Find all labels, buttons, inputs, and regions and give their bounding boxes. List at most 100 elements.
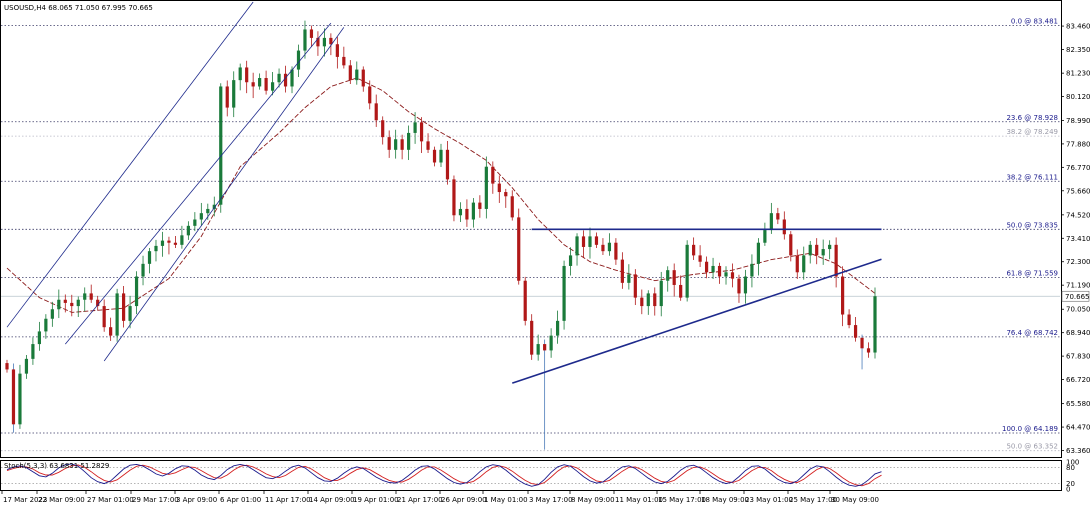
time-tick-label: 23 May 01:00 bbox=[745, 496, 793, 504]
price-tick-label: 72.300 bbox=[1066, 258, 1090, 266]
price-tick-label: 83.460 bbox=[1066, 23, 1090, 31]
candle bbox=[5, 359, 9, 373]
candle bbox=[212, 196, 216, 217]
candle bbox=[646, 290, 650, 315]
candle bbox=[568, 247, 573, 276]
time-tick-label: 21 Apr 17:00 bbox=[397, 496, 443, 504]
candle bbox=[31, 337, 35, 365]
candle bbox=[173, 236, 178, 249]
price-tick-label: 81.230 bbox=[1066, 70, 1090, 78]
candle bbox=[828, 240, 832, 260]
candle bbox=[303, 20, 307, 59]
price-tick-label: 75.660 bbox=[1066, 187, 1090, 195]
candle bbox=[57, 289, 61, 319]
candle bbox=[342, 46, 346, 69]
price-tick-label: 63.360 bbox=[1066, 447, 1090, 455]
candle bbox=[419, 117, 424, 153]
candle bbox=[232, 71, 236, 118]
stoch-signal-line bbox=[6, 464, 882, 487]
candle bbox=[620, 252, 624, 289]
stoch-tick-label: 0 bbox=[1066, 486, 1070, 494]
trend-annotations bbox=[6, 1, 882, 384]
stochastic-label: Stoch(5,3,3) 63.6831 51.2829 bbox=[4, 462, 109, 470]
time-tick-label: 15 May 17:00 bbox=[658, 496, 706, 504]
candle bbox=[692, 237, 696, 260]
candle bbox=[167, 236, 171, 255]
candle bbox=[316, 31, 320, 56]
time-tick-label: 1 May 01:00 bbox=[484, 496, 528, 504]
candle bbox=[471, 198, 475, 228]
candle bbox=[270, 72, 275, 96]
candle bbox=[452, 175, 456, 222]
candle bbox=[795, 249, 799, 279]
stoch-tick-label: 100 bbox=[1066, 459, 1079, 467]
fib-level-label: 76.4 @ 68.742 bbox=[1006, 329, 1058, 337]
fib-level-label: 0.0 @ 83.481 bbox=[1011, 18, 1058, 26]
candle bbox=[109, 317, 113, 341]
time-tick-label: 14 Apr 09:00 bbox=[309, 496, 355, 504]
price-axis: 83.460 82.350 81.230 80.120 78.990 77.880 76.7… bbox=[1061, 23, 1090, 455]
candle bbox=[504, 188, 508, 208]
candle bbox=[633, 269, 637, 306]
candle bbox=[18, 364, 22, 429]
price-tick-label: 78.990 bbox=[1066, 117, 1090, 125]
candle bbox=[698, 245, 702, 268]
price-tick-label: 71.190 bbox=[1066, 282, 1090, 290]
candle bbox=[821, 239, 825, 265]
candle bbox=[782, 211, 786, 240]
candle bbox=[83, 287, 87, 312]
candle bbox=[322, 28, 327, 57]
candle bbox=[283, 65, 288, 93]
candle bbox=[329, 33, 333, 56]
candle bbox=[517, 208, 521, 285]
candle bbox=[581, 230, 586, 258]
time-tick-label: 11 Apr 17:00 bbox=[265, 496, 311, 504]
candle bbox=[510, 190, 514, 221]
candle bbox=[523, 276, 527, 326]
time-tick-label: 29 Mar 17:00 bbox=[132, 496, 179, 504]
candle bbox=[536, 334, 540, 361]
channel-lower-line bbox=[103, 27, 345, 362]
time-tick-label: 6 Apr 01:00 bbox=[220, 496, 261, 504]
stochastic-pane-frame bbox=[0, 460, 1062, 491]
candle bbox=[465, 199, 469, 227]
channel-middle-line bbox=[64, 22, 332, 345]
candle bbox=[439, 143, 443, 168]
candle bbox=[834, 237, 838, 288]
candle bbox=[44, 314, 48, 339]
candle bbox=[102, 299, 106, 332]
current-price-tag bbox=[1061, 290, 1090, 302]
candle bbox=[860, 334, 864, 370]
candle bbox=[335, 36, 339, 69]
price-tick-label: 77.880 bbox=[1066, 140, 1090, 148]
stoch-main-line bbox=[6, 463, 882, 487]
candle bbox=[815, 238, 819, 265]
candle bbox=[627, 264, 631, 290]
candle bbox=[802, 246, 806, 280]
price-tick-label: 66.720 bbox=[1066, 376, 1090, 384]
candle bbox=[601, 238, 605, 256]
price-tick-label: 70.050 bbox=[1066, 306, 1090, 314]
candle bbox=[445, 141, 450, 185]
candle bbox=[258, 73, 262, 90]
candle bbox=[225, 80, 229, 117]
fib-level-label: 50.0 @ 73.835 bbox=[1006, 221, 1058, 229]
candle bbox=[37, 321, 41, 351]
price-pane-frame bbox=[0, 0, 1062, 458]
candle bbox=[763, 222, 767, 246]
time-tick-label: 22 Mar 09:00 bbox=[38, 496, 85, 504]
candle bbox=[497, 175, 501, 203]
candle bbox=[672, 263, 676, 297]
candle bbox=[484, 156, 488, 219]
candle bbox=[76, 296, 80, 317]
candle bbox=[653, 287, 657, 316]
candle bbox=[841, 266, 845, 327]
candle bbox=[394, 129, 398, 159]
candle bbox=[847, 309, 851, 329]
price-tick-label: 73.410 bbox=[1066, 235, 1090, 243]
candle bbox=[160, 231, 165, 257]
candle bbox=[776, 207, 780, 225]
candle bbox=[121, 286, 126, 328]
